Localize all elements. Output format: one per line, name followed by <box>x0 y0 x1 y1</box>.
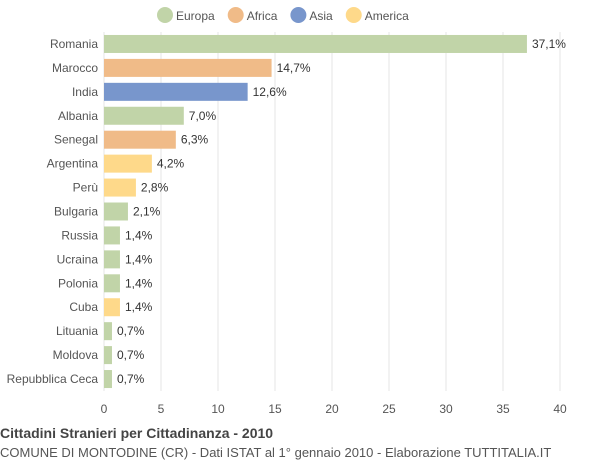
value-label-russia: 1,4% <box>125 228 153 242</box>
category-label-romania: Romania <box>50 37 98 51</box>
bar-polonia <box>104 274 120 293</box>
x-tick-label-0: 0 <box>101 402 108 416</box>
chart-footer-title: Cittadini Stranieri per Cittadinanza - 2… <box>0 425 274 441</box>
bar-lituania <box>104 322 112 341</box>
value-label-senegal: 6,3% <box>181 133 209 147</box>
x-axis: 0 5 10 15 20 25 30 35 40 <box>101 402 567 416</box>
value-label-cuba: 1,4% <box>125 300 153 314</box>
value-label-argentina: 4,2% <box>157 157 185 171</box>
value-label-india: 12,6% <box>253 85 287 99</box>
x-tick-label-15: 15 <box>268 402 282 416</box>
category-label-albania: Albania <box>58 109 98 123</box>
category-label-cuba: Cuba <box>69 300 98 314</box>
x-tick-label-35: 35 <box>496 402 510 416</box>
bar-ucraina <box>104 250 120 269</box>
category-label-senegal: Senegal <box>54 133 98 147</box>
x-tick-label-5: 5 <box>158 402 165 416</box>
bars: Romania 37,1% Marocco 14,7% India 12,6% Albani… <box>7 34 566 389</box>
legend-label-africa: Africa <box>247 9 278 23</box>
x-tick-label-40: 40 <box>553 402 567 416</box>
x-tick-label-30: 30 <box>439 402 453 416</box>
value-label-polonia: 1,4% <box>125 276 153 290</box>
value-label-ucraina: 1,4% <box>125 252 153 266</box>
category-label-argentina: Argentina <box>47 157 99 171</box>
value-label-lituania: 0,7% <box>117 324 145 338</box>
category-label-india: India <box>72 85 98 99</box>
bar-moldova <box>104 346 112 365</box>
x-tick-label-10: 10 <box>211 402 225 416</box>
legend-swatch-america <box>345 7 362 23</box>
value-label-moldova: 0,7% <box>117 348 145 362</box>
chart-footer-subtitle: COMUNE DI MONTODINE (CR) - Dati ISTAT al… <box>0 445 552 460</box>
category-label-peru: Perù <box>73 181 98 195</box>
bar-repubblica-ceca <box>104 370 112 389</box>
legend-swatch-europa <box>157 7 173 23</box>
value-label-marocco: 14,7% <box>277 61 311 75</box>
x-tick-label-25: 25 <box>382 402 396 416</box>
legend: Europa Africa Asia America <box>157 7 409 23</box>
legend-label-asia: Asia <box>309 9 333 23</box>
bar-peru <box>104 178 136 197</box>
legend-swatch-asia <box>290 7 307 23</box>
bar-argentina <box>104 154 152 173</box>
category-label-polonia: Polonia <box>58 276 98 290</box>
bar-bulgaria <box>104 202 128 221</box>
value-label-bulgaria: 2,1% <box>133 205 161 219</box>
value-label-peru: 2,8% <box>141 181 169 195</box>
legend-label-america: America <box>365 9 409 23</box>
category-label-repubblica-ceca: Repubblica Ceca <box>7 372 99 386</box>
bar-russia <box>104 226 120 245</box>
bar-albania <box>104 106 184 125</box>
bar-romania <box>104 34 527 53</box>
legend-label-europa: Europa <box>176 9 215 23</box>
bar-senegal <box>104 130 176 149</box>
legend-swatch-africa <box>227 7 244 23</box>
x-tick-label-20: 20 <box>325 402 339 416</box>
category-label-bulgaria: Bulgaria <box>54 205 98 219</box>
category-label-marocco: Marocco <box>52 61 98 75</box>
bar-india <box>104 82 248 101</box>
category-label-ucraina: Ucraina <box>57 252 99 266</box>
bar-marocco <box>104 58 272 77</box>
category-label-moldova: Moldova <box>53 348 99 362</box>
category-label-russia: Russia <box>61 228 98 242</box>
value-label-romania: 37,1% <box>532 37 566 51</box>
value-label-repubblica-ceca: 0,7% <box>117 372 145 386</box>
value-label-albania: 7,0% <box>189 109 217 123</box>
bar-chart: Europa Africa Asia America Romania 37,1% Maro… <box>7 7 567 416</box>
category-label-lituania: Lituania <box>56 324 98 338</box>
bar-cuba <box>104 298 120 317</box>
